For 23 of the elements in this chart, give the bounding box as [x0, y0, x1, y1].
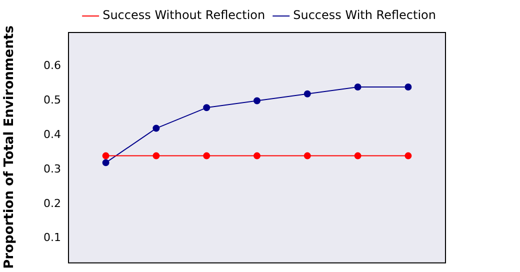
point: [254, 152, 260, 160]
y-tick-label: 0.3: [44, 162, 61, 176]
point: [404, 84, 412, 91]
point: [304, 90, 311, 98]
y-tick-label: 0.2: [44, 196, 61, 210]
point: [203, 152, 210, 160]
point: [404, 152, 412, 160]
point: [102, 159, 110, 166]
point: [203, 104, 210, 112]
y-tick-label: 0.6: [44, 59, 61, 72]
legend-label: Success Without Reflection: [102, 8, 266, 22]
point: [152, 152, 160, 160]
y-axis-title: Proportion of Total Environments: [2, 25, 18, 269]
y-tick-label: 0.5: [44, 94, 61, 107]
point: [102, 152, 110, 160]
point: [354, 84, 362, 91]
point: [304, 152, 311, 160]
point: [152, 124, 160, 132]
y-tick-label: 0.4: [44, 128, 61, 142]
legend-label: Success With Reflection: [293, 8, 436, 22]
point: [354, 152, 362, 160]
point: [254, 97, 260, 104]
y-tick-label: 0.1: [44, 231, 61, 244]
